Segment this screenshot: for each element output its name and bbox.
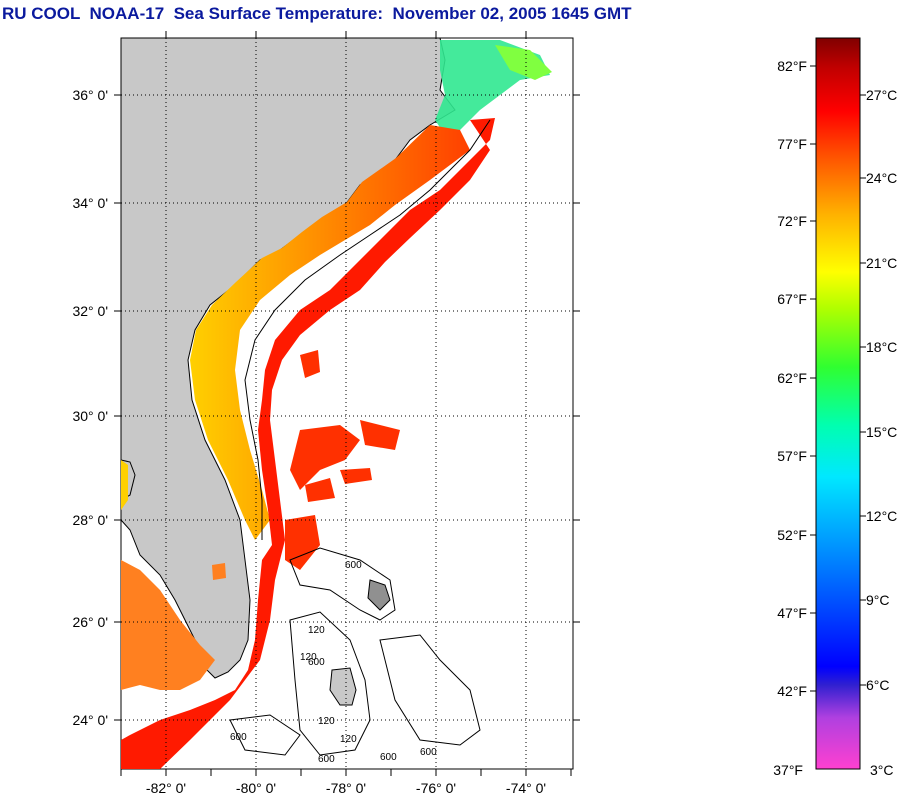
map-title: RU COOL NOAA-17 Sea Surface Temperature:… bbox=[2, 4, 632, 23]
land-mainland bbox=[121, 38, 456, 679]
colorbar-c-label: 6°C bbox=[866, 677, 890, 693]
colorbar-f-label: 57°F bbox=[777, 448, 807, 464]
colorbar-f-label: 52°F bbox=[777, 527, 807, 543]
sst-cool-patch bbox=[495, 45, 552, 80]
colorbar-c-label: 9°C bbox=[866, 592, 890, 608]
map-ticks bbox=[114, 31, 580, 776]
colorbar-f-label: 67°F bbox=[777, 291, 807, 307]
colorbar bbox=[815, 37, 861, 770]
contour-label: 600 bbox=[318, 754, 335, 765]
contour-labels: 600 120 600 120 600 600 120 600 600 120 bbox=[230, 560, 437, 765]
lat-label: 32° 0' bbox=[72, 303, 108, 319]
sst-patch-6 bbox=[212, 563, 226, 580]
contour-label: 120 bbox=[340, 734, 357, 745]
lon-label: -82° 0' bbox=[146, 780, 186, 796]
land-bahamas-2 bbox=[367, 579, 391, 611]
lon-label: -78° 0' bbox=[326, 780, 366, 796]
contour-label: 120 bbox=[308, 625, 325, 636]
colorbar-f-label: 42°F bbox=[777, 683, 807, 699]
contour-label: 120 bbox=[318, 716, 335, 727]
lon-label: -80° 0' bbox=[236, 780, 276, 796]
lat-label: 36° 0' bbox=[72, 87, 108, 103]
sst-coastal-band bbox=[190, 125, 470, 540]
colorbar-f-label: 62°F bbox=[777, 370, 807, 386]
lat-label: 24° 0' bbox=[72, 712, 108, 728]
colorbar-c-label: 18°C bbox=[866, 339, 897, 355]
sst-patch-4 bbox=[285, 515, 320, 570]
colorbar-c-label: 27°C bbox=[866, 87, 897, 103]
sst-gulf-sw bbox=[121, 560, 215, 690]
lat-label: 34° 0' bbox=[72, 195, 108, 211]
lat-label: 26° 0' bbox=[72, 614, 108, 630]
sst-patch-1 bbox=[300, 350, 320, 378]
colorbar-c-label: 15°C bbox=[866, 424, 897, 440]
colorbar-ticks bbox=[810, 65, 866, 692]
colorbar-c-labels: 27°C 24°C 21°C 18°C 15°C 12°C 9°C 6°C 3°… bbox=[866, 87, 897, 778]
sst-patch-2 bbox=[290, 425, 360, 490]
colorbar-f-label: 82°F bbox=[777, 58, 807, 74]
bahamas-contour-2 bbox=[289, 611, 371, 756]
shelf-contour bbox=[244, 119, 491, 540]
colorbar-c-label: 3°C bbox=[870, 762, 894, 778]
contour-label: 600 bbox=[308, 657, 325, 668]
contour-label: 600 bbox=[230, 732, 247, 743]
bahamas-contour bbox=[289, 547, 396, 621]
lon-label: -76° 0' bbox=[416, 780, 456, 796]
colorbar-c-label: 12°C bbox=[866, 508, 897, 524]
colorbar-c-label: 24°C bbox=[866, 170, 897, 186]
lon-label: -74° 0' bbox=[506, 780, 546, 796]
colorbar-c-label: 21°C bbox=[866, 255, 897, 271]
colorbar-f-labels: 82°F 77°F 72°F 67°F 62°F 57°F 52°F 47°F … bbox=[773, 58, 807, 778]
colorbar-f-label: 37°F bbox=[773, 762, 803, 778]
lon-labels: -82° 0' -80° 0' -78° 0' -76° 0' -74° 0' bbox=[146, 780, 546, 796]
map-gridlines bbox=[121, 38, 573, 769]
sst-patch-5 bbox=[340, 468, 372, 484]
sst-gulf-stream bbox=[121, 118, 495, 769]
colorbar-f-label: 77°F bbox=[777, 136, 807, 152]
lat-labels: 36° 0' 34° 0' 32° 0' 30° 0' 28° 0' 26° 0… bbox=[72, 87, 108, 728]
lat-label: 30° 0' bbox=[72, 408, 108, 424]
lat-label: 28° 0' bbox=[72, 512, 108, 528]
sst-patch-3 bbox=[360, 420, 400, 450]
colorbar-f-label: 47°F bbox=[777, 605, 807, 621]
contour-label: 120 bbox=[300, 652, 317, 663]
contour-label: 600 bbox=[380, 752, 397, 763]
contour-label: 600 bbox=[420, 747, 437, 758]
land-bahamas-1 bbox=[329, 667, 357, 706]
colorbar-f-label: 72°F bbox=[777, 213, 807, 229]
bahamas-contour-3 bbox=[379, 634, 481, 746]
contour-label: 600 bbox=[345, 560, 362, 571]
sst-gulf-yellow bbox=[121, 460, 128, 510]
bahamas-contour-4 bbox=[229, 714, 301, 756]
sst-patch-7 bbox=[305, 478, 335, 502]
